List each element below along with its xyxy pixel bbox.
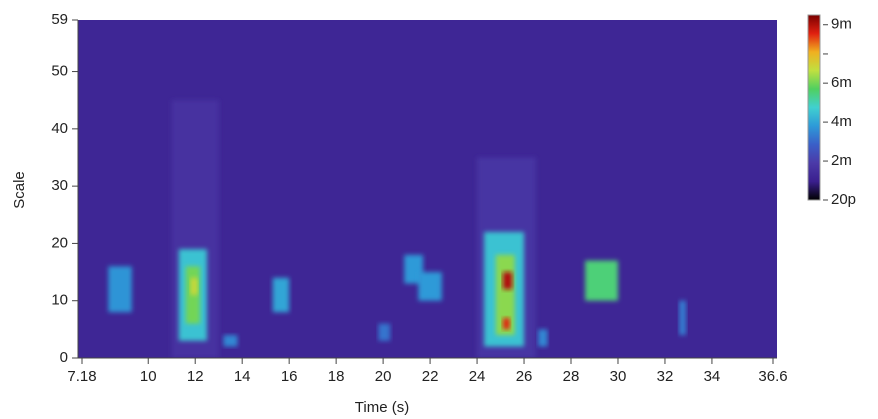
x-tick-label: 16 — [281, 368, 298, 385]
y-tick-label: 30 — [51, 177, 68, 194]
x-tick-label: 22 — [422, 368, 439, 385]
heat-cell — [223, 335, 238, 347]
heat-cell — [538, 329, 548, 347]
x-tick-label: 14 — [234, 368, 251, 385]
heat-cell — [190, 277, 198, 295]
heat-cell — [679, 300, 687, 336]
y-tick-label: 40 — [51, 120, 68, 137]
heat-cell — [185, 266, 200, 324]
heatmap — [78, 20, 777, 358]
y-tick-label: 50 — [51, 63, 68, 80]
x-tick-label: 12 — [187, 368, 204, 385]
colorbar-label: 9m — [831, 16, 852, 33]
x-tick-label: 10 — [140, 368, 157, 385]
heat-cell — [502, 272, 513, 290]
x-tick-label: 18 — [328, 368, 345, 385]
x-tick-label: 28 — [563, 368, 580, 385]
heat-cell — [502, 317, 510, 330]
colorbar-label: 20p — [831, 191, 856, 208]
heat-cell — [272, 277, 290, 313]
x-tick-label: 32 — [657, 368, 674, 385]
colorbar-label: 2m — [831, 152, 852, 169]
colorbar-label: 6m — [831, 74, 852, 91]
y-tick-label: 59 — [51, 11, 68, 28]
heat-cell — [378, 323, 391, 341]
heat-cell — [418, 272, 442, 301]
x-tick-label: 36.6 — [758, 368, 787, 385]
heat-cell — [585, 260, 618, 301]
heat-cell — [108, 266, 132, 313]
colorbar-label: 4m — [831, 113, 852, 130]
y-tick-label: 10 — [51, 292, 68, 309]
colorbar — [807, 14, 821, 201]
x-axis-label: Time (s) — [355, 399, 409, 416]
x-tick-label: 24 — [469, 368, 486, 385]
x-tick-label: 30 — [610, 368, 627, 385]
x-tick-label: 7.18 — [67, 368, 96, 385]
x-tick-label: 20 — [375, 368, 392, 385]
y-tick-label: 20 — [51, 234, 68, 251]
x-tick-label: 26 — [516, 368, 533, 385]
y-tick-label: 0 — [60, 349, 68, 366]
x-tick-label: 34 — [704, 368, 721, 385]
y-axis-label: Scale — [11, 171, 28, 209]
